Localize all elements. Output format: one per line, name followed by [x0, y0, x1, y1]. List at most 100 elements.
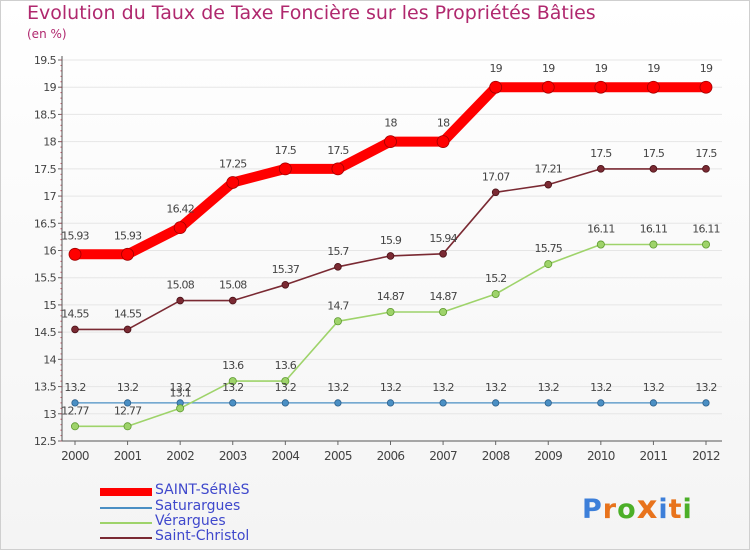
data-point [492, 399, 500, 407]
data-point [123, 399, 132, 407]
y-minor-tick [60, 347, 62, 350]
y-minor-tick [60, 233, 62, 235]
y-minor-tick [60, 298, 62, 301]
y-minor-tick [60, 141, 62, 143]
y-minor-tick [60, 385, 62, 388]
data-point [281, 280, 290, 289]
y-minor-tick [60, 200, 62, 203]
data-point [68, 247, 82, 261]
x-tick-label: 2005 [324, 449, 352, 463]
x-tick-label: 2004 [271, 449, 299, 463]
y-minor-tick [60, 239, 62, 241]
data-label: 13.2 [643, 381, 664, 394]
data-label: 17.25 [219, 157, 247, 170]
data-point [71, 325, 79, 334]
logo-letter: t [668, 494, 683, 525]
y-minor-tick [60, 396, 62, 399]
y-tick-label: 15 [43, 299, 56, 312]
legend-label: Saturargues [155, 498, 241, 514]
data-label: 17.5 [643, 147, 665, 160]
data-label: 13.2 [590, 381, 611, 394]
legend-swatch [100, 522, 152, 524]
data-point [439, 308, 448, 317]
data-point [71, 399, 79, 407]
y-minor-tick [60, 81, 62, 83]
legend-swatch [100, 537, 152, 539]
y-minor-tick [60, 119, 62, 121]
data-label: 14.7 [327, 299, 349, 312]
data-point [439, 399, 447, 407]
data-label: 13.2 [327, 381, 348, 394]
data-point [647, 80, 660, 94]
y-minor-tick [60, 102, 62, 105]
data-label: 17.5 [327, 144, 349, 157]
x-tick-label: 2006 [377, 449, 405, 463]
data-point [699, 80, 713, 94]
data-point [228, 296, 237, 305]
logo-letter: P [582, 494, 603, 525]
data-point [176, 296, 184, 305]
y-minor-tick [60, 157, 62, 159]
data-label: 13.2 [538, 381, 559, 394]
y-minor-tick [60, 342, 62, 344]
y-tick-label: 15.5 [34, 272, 57, 285]
y-minor-tick [60, 124, 62, 126]
data-label: 17.07 [482, 170, 510, 183]
data-label: 19 [700, 62, 713, 75]
y-minor-tick [60, 282, 62, 284]
data-label: 19 [647, 62, 660, 75]
y-tick-label: 19 [43, 81, 56, 94]
y-minor-tick [60, 266, 62, 268]
data-label: 12.77 [61, 404, 89, 417]
x-tick-label: 2012 [692, 449, 720, 463]
y-minor-tick [60, 206, 62, 208]
y-minor-tick [60, 288, 62, 290]
y-minor-tick [60, 92, 62, 94]
y-tick-label: 12.5 [34, 435, 57, 448]
data-label: 15.93 [114, 229, 142, 242]
data-point [702, 240, 711, 249]
y-minor-tick [60, 413, 62, 415]
data-point [436, 135, 450, 149]
y-minor-tick [60, 309, 62, 311]
data-label: 15.93 [61, 229, 89, 242]
y-minor-tick [60, 179, 62, 181]
y-tick-label: 13.5 [34, 381, 57, 394]
data-point [278, 162, 292, 176]
data-point [386, 252, 395, 260]
x-tick-label: 2002 [166, 449, 194, 463]
y-minor-tick [60, 277, 62, 279]
data-label: 13.2 [222, 381, 243, 394]
data-point [544, 180, 553, 189]
data-label: 17.5 [695, 147, 717, 160]
data-point [281, 377, 290, 386]
data-label: 16.42 [166, 203, 194, 216]
data-point [123, 325, 132, 334]
y-tick-label: 16 [43, 245, 56, 258]
y-tick-label: 18 [43, 136, 56, 149]
data-label: 15.75 [535, 242, 563, 255]
y-minor-tick [60, 358, 62, 360]
data-point [597, 165, 605, 173]
y-minor-tick [60, 434, 62, 437]
logo-letter: x [636, 488, 659, 526]
y-minor-tick [60, 135, 62, 137]
chart-title: Evolution du Taux de Taxe Foncière sur l… [27, 2, 596, 24]
y-minor-tick [60, 369, 62, 371]
y-minor-tick [60, 336, 62, 339]
data-point [596, 240, 605, 249]
data-label: 12.77 [114, 404, 142, 417]
data-point [541, 80, 555, 94]
data-point [489, 80, 503, 94]
data-label: 15.7 [327, 245, 349, 258]
data-point [649, 165, 658, 173]
y-minor-tick [60, 424, 62, 426]
y-minor-tick [60, 211, 62, 213]
y-tick-label: 13 [43, 408, 56, 421]
y-minor-tick [60, 184, 62, 186]
x-tick-label: 2007 [429, 449, 457, 463]
data-label: 14.55 [61, 307, 89, 320]
data-point [702, 165, 710, 173]
data-point [226, 176, 240, 189]
y-minor-tick [60, 255, 62, 257]
